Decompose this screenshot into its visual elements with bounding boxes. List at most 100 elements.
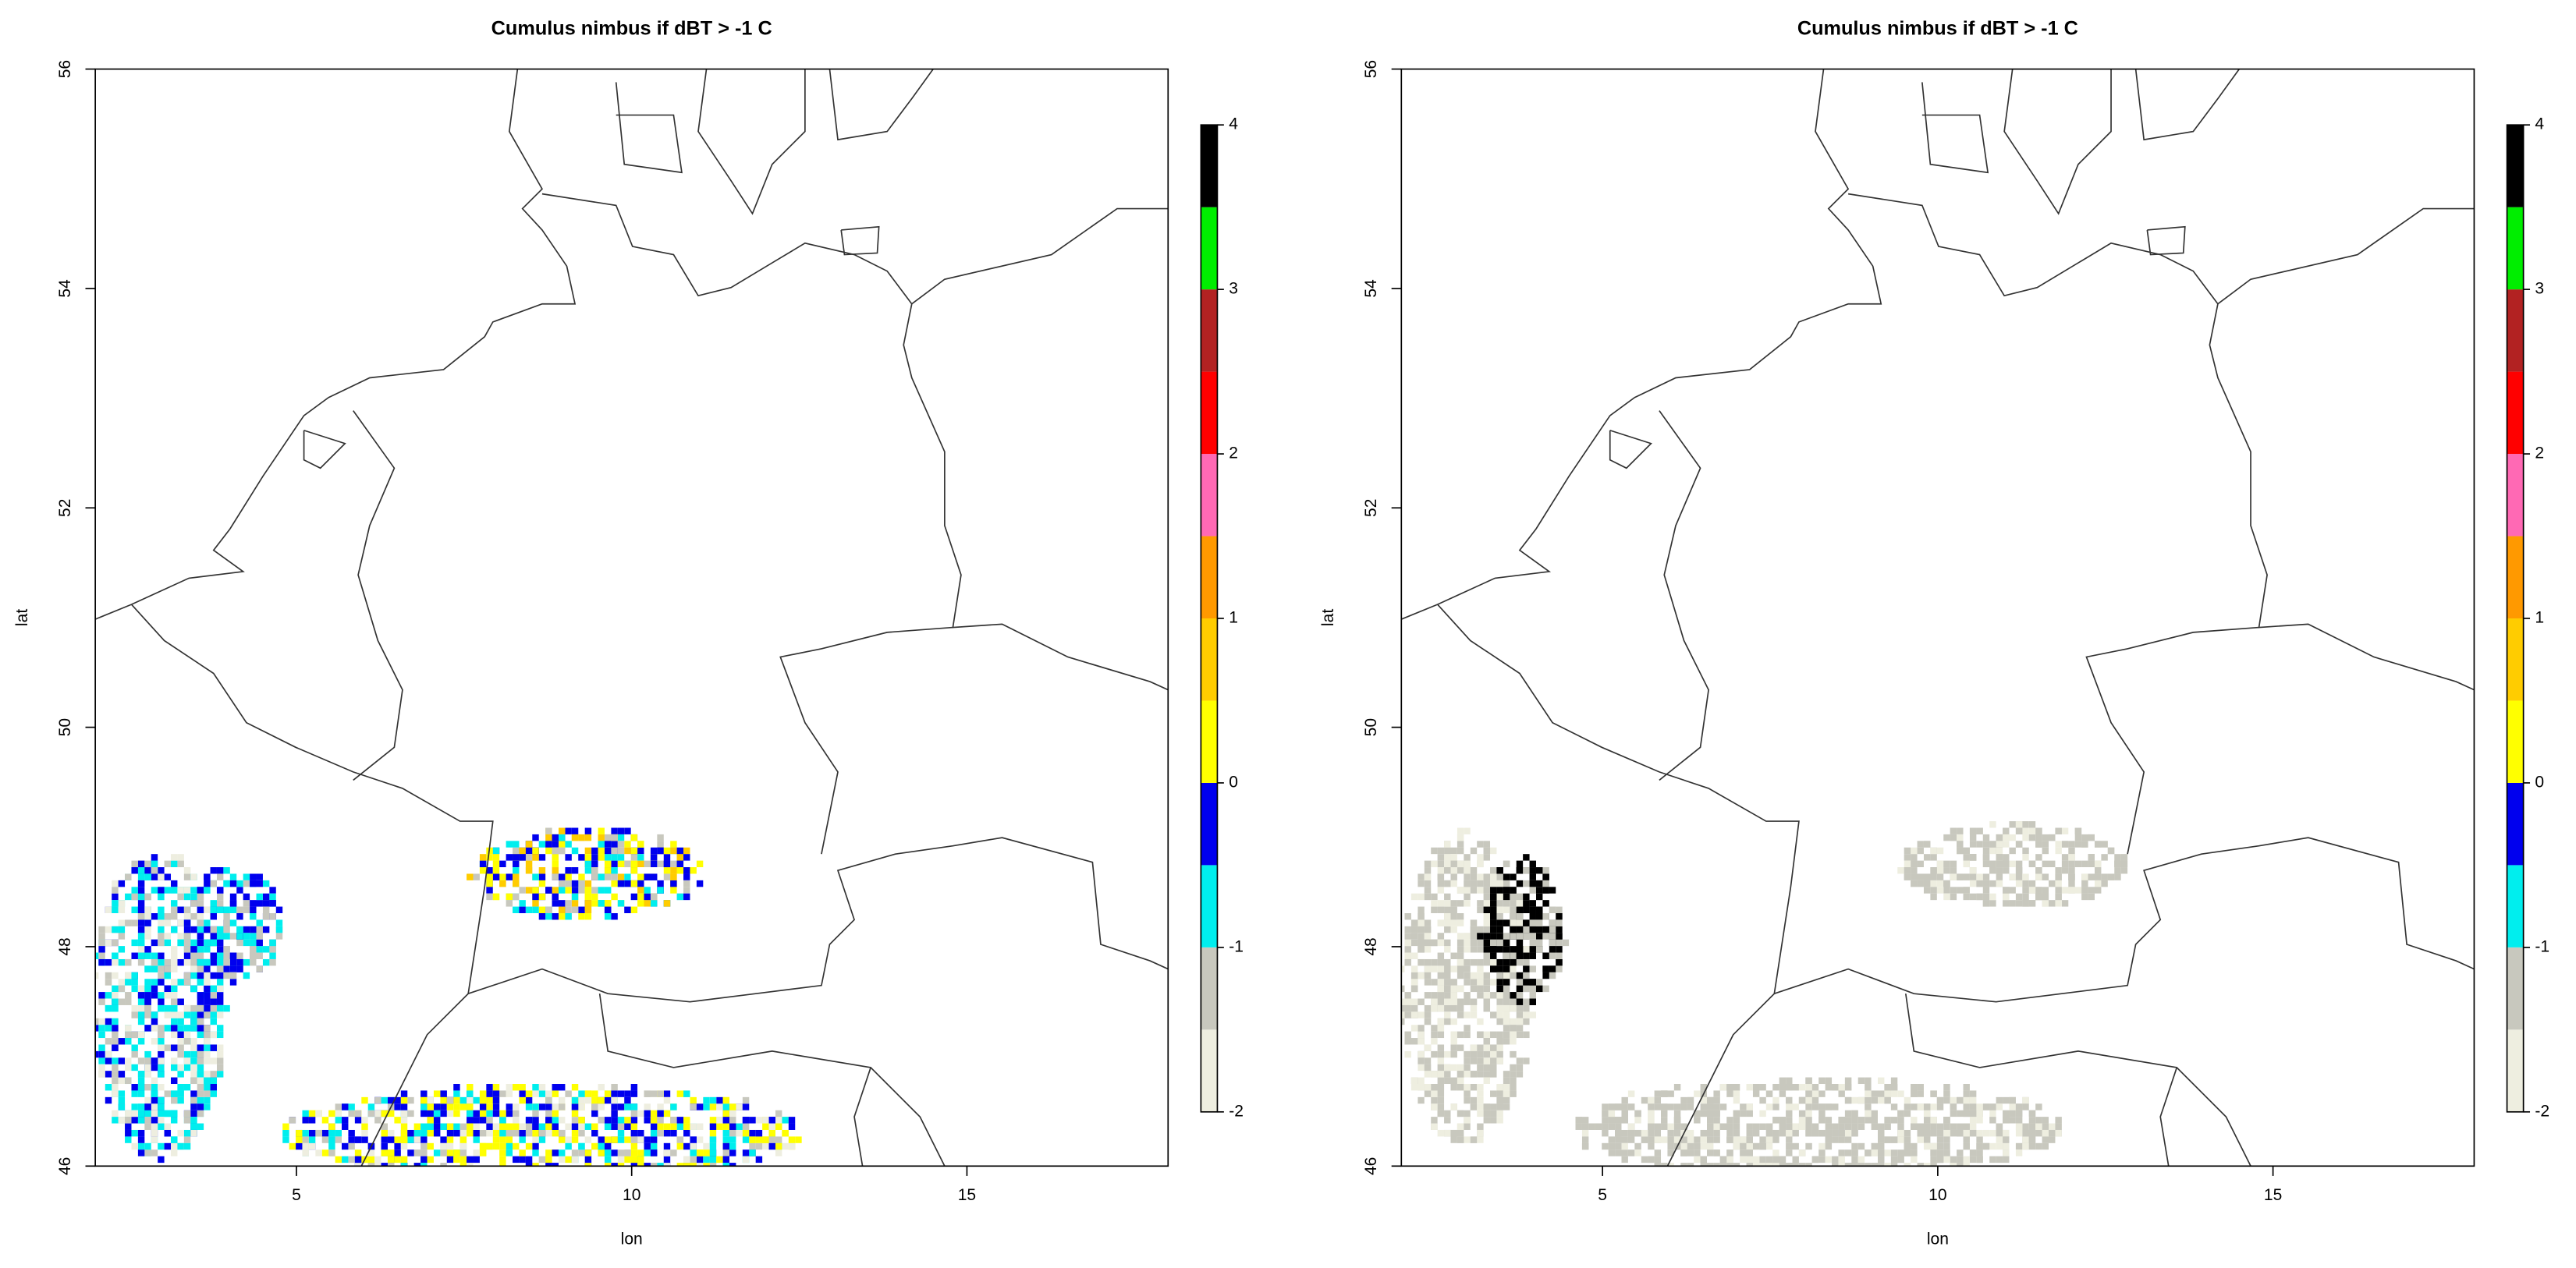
raster-cell [164,860,172,868]
raster-cell [144,1110,151,1117]
raster-cell [1444,1071,1451,1078]
raster-cell [1437,1057,1445,1064]
raster-cell [1982,1103,1990,1110]
raster-cell [1798,1110,1806,1117]
raster-cell [1818,1142,1826,1150]
raster-cell [644,1163,651,1167]
raster-cell [611,1096,618,1104]
raster-cell [755,1129,763,1137]
raster-cell [1890,1149,1898,1156]
raster-cell [1627,1123,1635,1130]
raster-cell [493,1170,499,1176]
raster-cell [1969,1123,1977,1130]
raster-cell [467,1123,474,1130]
raster-cell [1470,1050,1478,1058]
raster-cell [762,1136,769,1143]
raster-cell [1477,873,1484,880]
raster-cell [137,946,145,953]
raster-cell [1464,1110,1471,1117]
raster-cell [513,1084,520,1091]
raster-cell [197,1077,204,1085]
raster-cell [177,887,184,894]
raster-cell [1673,1117,1681,1124]
raster-cell [650,1117,658,1124]
raster-cell [1581,1117,1589,1124]
raster-cell [1976,873,1983,880]
raster-cell [1661,1163,1668,1167]
raster-cell [1496,992,1503,999]
raster-cell [1792,1084,1799,1091]
raster-cell [1936,867,1944,874]
raster-cell [1726,1084,1733,1091]
raster-cell [137,1004,145,1012]
raster-cell [1464,1031,1471,1039]
raster-cell [2009,900,2016,907]
raster-cell [1923,854,1931,861]
raster-cell [440,1136,447,1143]
raster-cell [473,1156,480,1164]
raster-cell [532,1117,539,1124]
raster-cell [197,1084,204,1091]
raster-cell [1410,893,1418,901]
raster-cell [584,1163,592,1167]
raster-cell [1838,1149,1845,1156]
raster-cell [1786,1084,1793,1091]
raster-cell [545,1129,552,1137]
raster-cell [1786,1096,1793,1104]
raster-cell [1923,873,1931,880]
raster-cell [1996,854,2003,861]
raster-cell [1444,880,1451,887]
raster-cell [190,985,197,993]
raster-cell [1963,873,1970,880]
x-axis-label: lon [621,1231,643,1249]
raster-cell [1969,1090,1977,1097]
raster-cell [1483,1117,1491,1124]
raster-cell [1838,1117,1845,1124]
raster-cell [1404,1011,1411,1018]
raster-cell [275,933,283,940]
raster-cell [486,1142,493,1150]
raster-cell [1581,1142,1589,1150]
raster-cell [1648,1123,1655,1130]
raster-cell [532,1090,539,1097]
raster-cell [1851,1156,1858,1164]
raster-cell [1851,1110,1858,1117]
raster-cell [1792,1123,1799,1130]
raster-cell [171,887,178,894]
raster-cell [2009,873,2016,880]
raster-cell [95,972,99,979]
raster-cell [1503,939,1510,947]
raster-cell [630,1149,638,1156]
raster-cell [1719,1103,1727,1110]
raster-cell [315,1110,322,1117]
raster-cell [1654,1149,1662,1156]
raster-cell [1431,979,1438,986]
raster-cell [1490,1031,1497,1039]
raster-cell [683,1117,690,1124]
raster-cell [565,1142,572,1150]
raster-cell [204,992,211,999]
raster-cell [229,979,237,986]
raster-cell [2009,1117,2016,1124]
raster-cell [216,985,224,993]
raster-cell [1811,1090,1819,1097]
raster-cell [98,1057,105,1064]
raster-cell [644,1149,651,1156]
raster-cell [513,860,520,868]
raster-cell [112,1110,119,1117]
raster-cell [657,1110,664,1117]
raster-cell [1746,1103,1753,1110]
raster-cell [321,1129,329,1137]
raster-cell [2035,893,2042,901]
raster-cell [2022,1103,2029,1110]
raster-cell [1857,1123,1865,1130]
raster-cell [1410,919,1418,926]
raster-cell [670,860,677,868]
raster-cell [617,1117,625,1124]
raster-cell [1529,900,1536,907]
raster-cell [256,933,263,940]
raster-cell [2003,887,2010,894]
raster-cell [112,1064,119,1071]
raster-cell [210,972,217,979]
raster-cell [538,880,546,887]
